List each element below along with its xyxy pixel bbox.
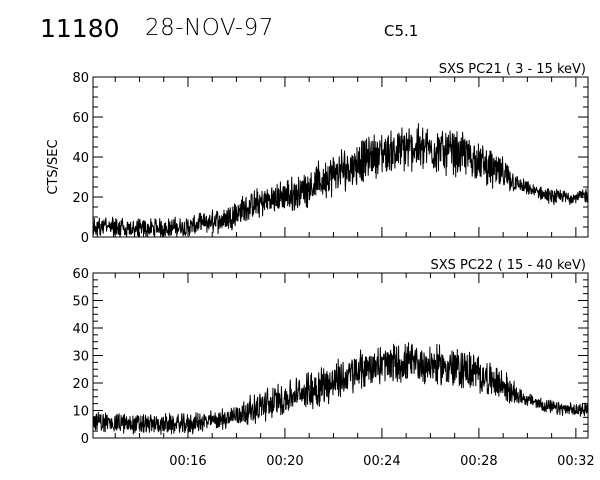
- plot-frame: [92, 272, 589, 439]
- panel-1: 0 20 40 60 80 SXS PC21 ( 3 - 15 keV) CTS/SEC: [46, 62, 589, 246]
- x-tick-label: 00:16: [169, 454, 206, 469]
- x-tick-label: 00:32: [557, 454, 594, 469]
- event-date: 28-NOV-97: [145, 15, 274, 41]
- x-tick-label: 00:20: [266, 454, 303, 469]
- event-id: 11180: [40, 14, 120, 43]
- flare-class: C5.1: [384, 22, 419, 40]
- y-tick-label: 50: [72, 295, 89, 310]
- y-tick-label: 30: [72, 350, 89, 365]
- y-tick-label: 40: [72, 151, 89, 166]
- lightcurve-series: [92, 342, 589, 435]
- y-tick-label: 0: [81, 432, 89, 447]
- y-tick-label: 80: [72, 71, 89, 86]
- x-tick-label: 00:24: [363, 454, 400, 469]
- y-tick-label: 60: [72, 111, 89, 126]
- y-tick-label: 0: [81, 231, 89, 246]
- y-axis-label: CTS/SEC: [46, 139, 61, 194]
- panel-title: SXS PC22 ( 15 - 40 keV): [430, 258, 586, 273]
- y-tick-label: 20: [72, 377, 89, 392]
- y-tick-label: 20: [72, 191, 89, 206]
- plot-frame: [92, 76, 589, 238]
- panel-title: SXS PC21 ( 3 - 15 keV): [439, 62, 586, 77]
- y-tick-label: 40: [72, 322, 89, 337]
- panel-2: 0 10 20 30 40 50 60 00:16 00:20 00:24 00:28 00:32 SX…: [72, 258, 594, 469]
- x-tick-label: 00:28: [460, 454, 497, 469]
- y-tick-label: 60: [72, 267, 89, 282]
- y-tick-label: 10: [72, 405, 89, 420]
- lightcurve-series: [92, 123, 589, 237]
